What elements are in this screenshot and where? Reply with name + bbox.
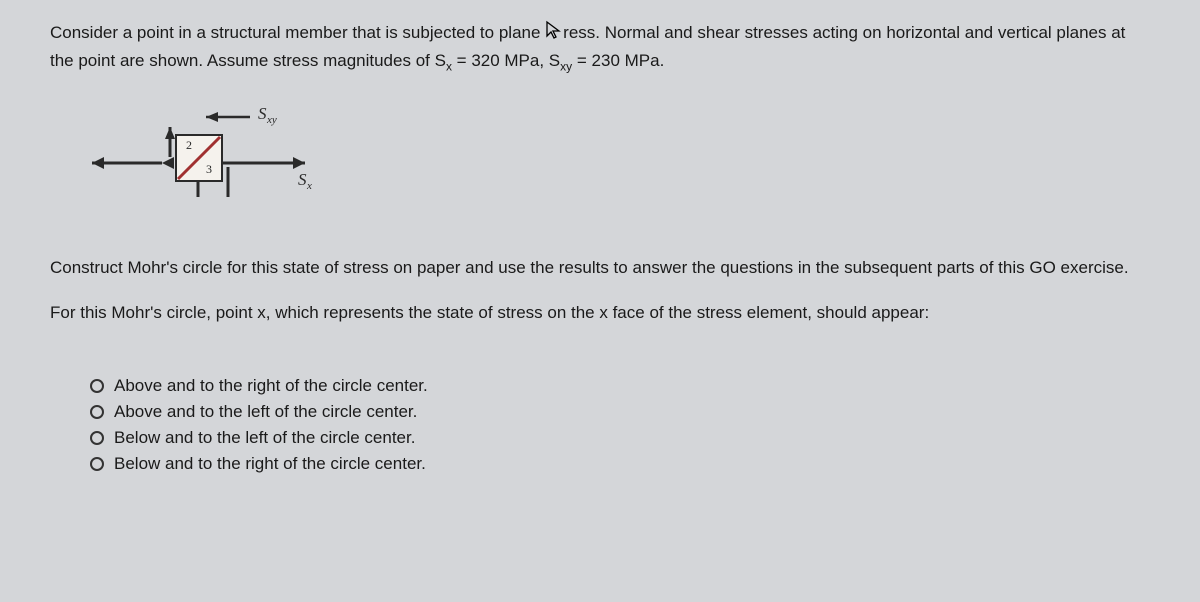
radio-icon[interactable] [90, 457, 104, 471]
sub-xy: xy [560, 59, 572, 73]
val1: 320 MPa [471, 51, 539, 70]
stress-diagram: S xy S x 2 3 [80, 95, 330, 215]
option-row[interactable]: Above and to the right of the circle cen… [90, 376, 1150, 396]
question-text: For this Mohr's circle, point x, which r… [50, 300, 1150, 326]
radio-icon[interactable] [90, 431, 104, 445]
option-label: Below and to the left of the circle cent… [114, 428, 415, 448]
val2: 230 MPa. [592, 51, 665, 70]
radio-icon[interactable] [90, 379, 104, 393]
option-row[interactable]: Below and to the left of the circle cent… [90, 428, 1150, 448]
option-label: Above and to the left of the circle cent… [114, 402, 417, 422]
option-label: Below and to the right of the circle cen… [114, 454, 426, 474]
radio-icon[interactable] [90, 405, 104, 419]
label-sx: S [298, 170, 307, 189]
diagram-num-2: 2 [186, 138, 192, 152]
option-label: Above and to the right of the circle cen… [114, 376, 428, 396]
cursor-icon [545, 20, 563, 48]
options-list: Above and to the right of the circle cen… [90, 376, 1150, 474]
problem-text-1: Consider a point in a structural member … [50, 23, 540, 42]
svg-text:x: x [306, 180, 312, 192]
diagram-num-3: 3 [206, 162, 212, 176]
instruction-text: Construct Mohr's circle for this state o… [50, 255, 1150, 281]
problem-statement: Consider a point in a structural member … [50, 20, 1150, 75]
option-row[interactable]: Below and to the right of the circle cen… [90, 454, 1150, 474]
svg-text:xy: xy [266, 114, 277, 126]
option-row[interactable]: Above and to the left of the circle cent… [90, 402, 1150, 422]
label-sxy: S [258, 104, 267, 123]
